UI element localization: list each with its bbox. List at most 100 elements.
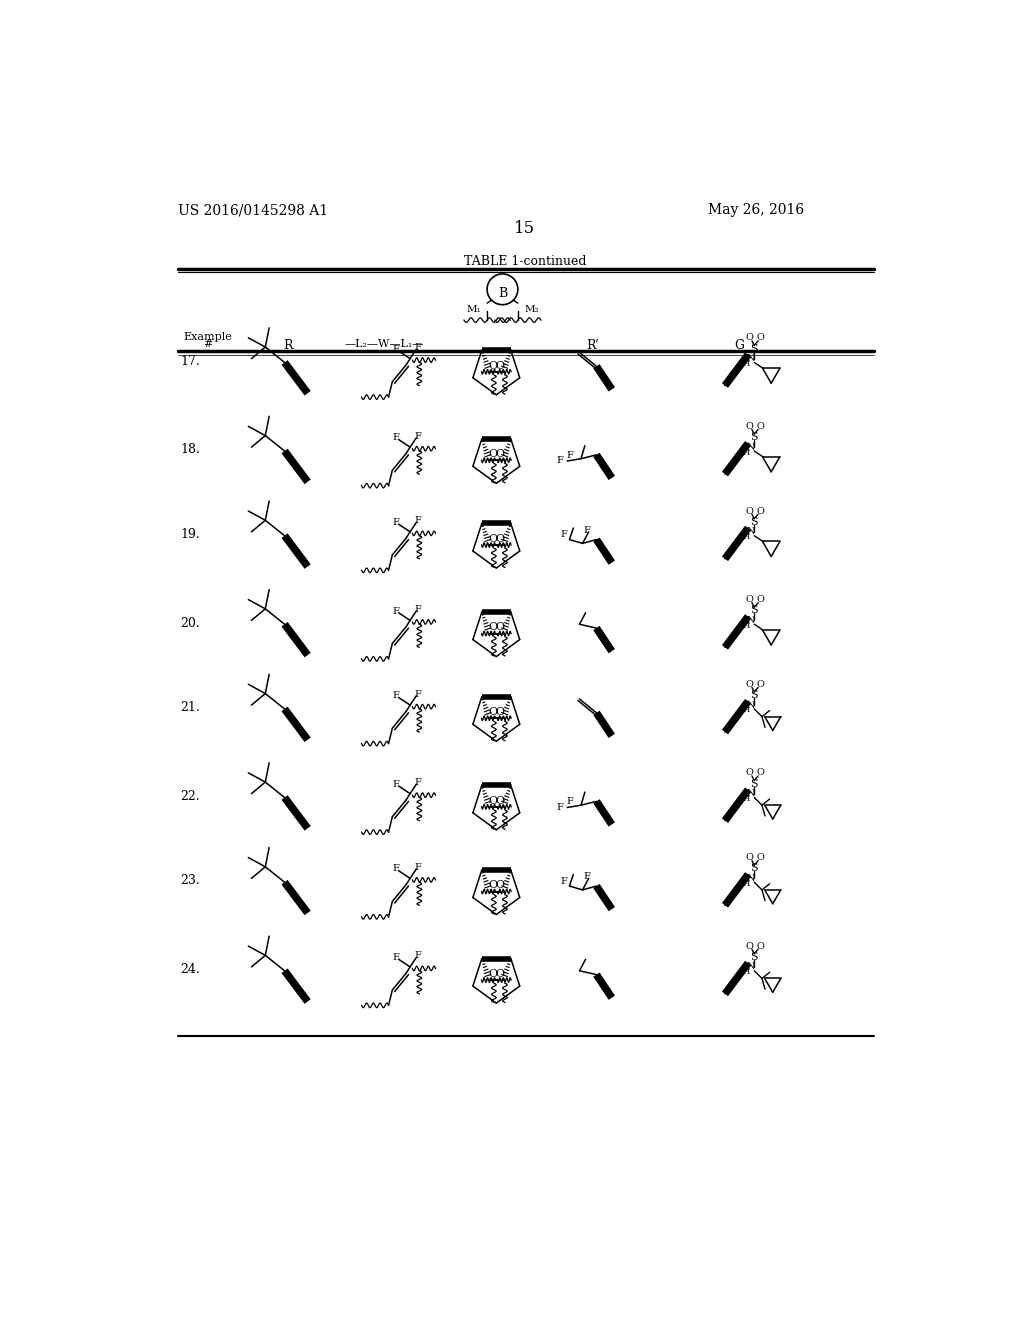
Text: O: O — [496, 533, 505, 544]
Text: F: F — [415, 516, 421, 525]
Text: F: F — [566, 797, 572, 807]
Text: N: N — [746, 354, 756, 363]
Text: N: N — [746, 616, 756, 624]
Text: 17.: 17. — [180, 355, 201, 368]
Text: F: F — [415, 689, 421, 698]
Text: 19.: 19. — [180, 528, 201, 541]
Text: H: H — [742, 879, 751, 888]
Text: F: F — [415, 343, 421, 352]
Text: Example: Example — [183, 331, 231, 342]
Text: #: # — [203, 339, 212, 350]
Text: N: N — [746, 789, 756, 799]
Text: O: O — [757, 507, 764, 516]
Text: S: S — [751, 517, 758, 527]
Text: —L₂—W—L₁—: —L₂—W—L₁— — [345, 339, 424, 350]
Text: O: O — [757, 422, 764, 430]
Text: S: S — [751, 952, 758, 962]
Text: H: H — [742, 795, 751, 803]
Text: F: F — [415, 779, 421, 787]
Text: N: N — [746, 962, 756, 972]
Text: G: G — [734, 339, 743, 352]
Text: O: O — [745, 853, 754, 862]
Text: N: N — [746, 442, 756, 451]
Text: O: O — [745, 680, 754, 689]
Text: 22.: 22. — [180, 789, 201, 803]
Text: H: H — [742, 449, 751, 457]
Text: F: F — [556, 803, 563, 812]
Text: 21.: 21. — [180, 701, 201, 714]
Text: O: O — [757, 768, 764, 777]
Text: F: F — [392, 865, 399, 874]
Text: F: F — [392, 517, 399, 527]
Text: F: F — [556, 457, 563, 466]
Text: F: F — [560, 876, 567, 886]
Text: 15: 15 — [514, 220, 536, 238]
Text: 23.: 23. — [180, 874, 201, 887]
Text: May 26, 2016: May 26, 2016 — [708, 203, 804, 216]
Text: O: O — [757, 334, 764, 342]
Text: F: F — [584, 873, 591, 882]
Text: O: O — [488, 360, 498, 371]
Text: F: F — [392, 780, 399, 789]
Text: F: F — [392, 433, 399, 442]
Text: H: H — [742, 706, 751, 714]
Text: F: F — [392, 607, 399, 615]
Text: O: O — [488, 708, 498, 717]
Text: M₂: M₂ — [524, 305, 539, 314]
Text: F: F — [392, 953, 399, 962]
Text: O: O — [745, 507, 754, 516]
Text: O: O — [488, 969, 498, 979]
Text: F: F — [415, 432, 421, 441]
Text: TABLE 1-continued: TABLE 1-continued — [464, 255, 586, 268]
Text: R’: R’ — [586, 339, 599, 352]
Text: US 2016/0145298 A1: US 2016/0145298 A1 — [178, 203, 329, 216]
Text: O: O — [757, 595, 764, 605]
Text: S: S — [751, 606, 758, 615]
Text: B: B — [498, 288, 507, 301]
Text: S: S — [751, 432, 758, 442]
Text: N: N — [746, 701, 756, 710]
Text: O: O — [745, 768, 754, 777]
Text: O: O — [745, 595, 754, 605]
Text: S: S — [751, 343, 758, 354]
Text: F: F — [415, 605, 421, 614]
Text: 24.: 24. — [180, 964, 201, 975]
Text: S: S — [751, 690, 758, 700]
Text: O: O — [488, 623, 498, 632]
Text: S: S — [751, 863, 758, 874]
Text: N: N — [746, 528, 756, 536]
Text: F: F — [392, 345, 399, 354]
Text: 18.: 18. — [180, 444, 201, 457]
Text: O: O — [496, 708, 505, 717]
Text: F: F — [415, 952, 421, 961]
Text: O: O — [496, 360, 505, 371]
Text: R: R — [284, 339, 293, 352]
Text: S: S — [751, 779, 758, 788]
Text: O: O — [488, 533, 498, 544]
Text: F: F — [584, 525, 591, 535]
Text: O: O — [745, 941, 754, 950]
Text: O: O — [488, 449, 498, 459]
Text: N: N — [746, 874, 756, 883]
Text: O: O — [496, 623, 505, 632]
Text: O: O — [757, 680, 764, 689]
Text: O: O — [757, 941, 764, 950]
Text: O: O — [496, 796, 505, 805]
Text: F: F — [566, 451, 572, 459]
Text: F: F — [392, 692, 399, 700]
Text: M₁: M₁ — [466, 305, 481, 314]
Text: O: O — [745, 334, 754, 342]
Text: H: H — [742, 360, 751, 368]
Text: H: H — [742, 622, 751, 630]
Text: 20.: 20. — [180, 616, 201, 630]
Text: H: H — [742, 533, 751, 541]
Text: F: F — [415, 863, 421, 873]
Text: O: O — [496, 449, 505, 459]
Text: O: O — [745, 422, 754, 430]
Text: O: O — [496, 880, 505, 891]
Text: O: O — [488, 796, 498, 805]
Text: F: F — [560, 531, 567, 540]
Text: O: O — [496, 969, 505, 979]
Text: H: H — [742, 969, 751, 977]
Text: O: O — [488, 880, 498, 891]
